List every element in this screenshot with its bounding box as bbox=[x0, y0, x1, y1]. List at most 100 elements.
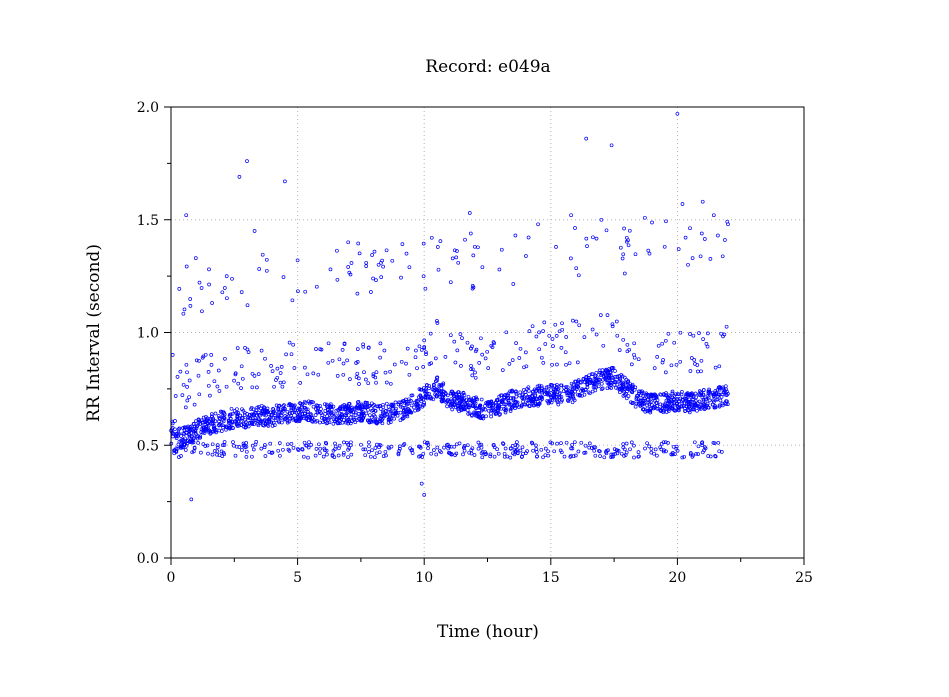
data-point bbox=[318, 420, 322, 425]
data-point bbox=[557, 395, 562, 399]
data-point bbox=[364, 377, 368, 382]
data-point bbox=[232, 419, 237, 424]
x-tick-label: 5 bbox=[293, 570, 302, 586]
data-point bbox=[381, 264, 385, 269]
data-point bbox=[394, 411, 398, 416]
data-point bbox=[239, 419, 243, 424]
data-point bbox=[594, 385, 598, 390]
data-point bbox=[604, 228, 609, 233]
data-point bbox=[393, 400, 398, 405]
data-point bbox=[250, 454, 254, 459]
data-point bbox=[330, 358, 335, 363]
x-axis-label: Time (hour) bbox=[437, 622, 539, 642]
data-point bbox=[244, 455, 249, 459]
data-point bbox=[528, 396, 533, 401]
data-point bbox=[452, 444, 457, 449]
data-point bbox=[553, 322, 558, 327]
data-point bbox=[377, 445, 381, 450]
data-point bbox=[374, 278, 378, 282]
data-point bbox=[388, 369, 392, 374]
data-point bbox=[196, 441, 200, 445]
data-point bbox=[587, 445, 592, 450]
data-point bbox=[531, 448, 535, 453]
data-point bbox=[465, 443, 470, 448]
y-tick-label: 1.5 bbox=[137, 213, 159, 229]
data-point bbox=[184, 264, 189, 269]
data-point bbox=[192, 402, 197, 407]
data-point bbox=[368, 413, 372, 418]
x-tick-label: 0 bbox=[167, 570, 176, 586]
data-point bbox=[378, 341, 383, 346]
data-point bbox=[412, 405, 416, 410]
data-point bbox=[174, 449, 178, 453]
data-point bbox=[480, 455, 485, 460]
data-point bbox=[518, 448, 523, 453]
data-point bbox=[371, 372, 376, 376]
data-point bbox=[713, 365, 718, 370]
data-point bbox=[249, 405, 254, 410]
data-point bbox=[200, 430, 205, 435]
data-point bbox=[483, 407, 488, 412]
data-point bbox=[231, 443, 236, 448]
data-point bbox=[418, 444, 422, 449]
data-point bbox=[571, 318, 575, 323]
data-point bbox=[524, 254, 528, 258]
data-point bbox=[270, 369, 275, 373]
data-point bbox=[245, 159, 249, 163]
data-point bbox=[520, 455, 524, 459]
data-point bbox=[683, 235, 688, 240]
data-point bbox=[294, 410, 299, 415]
data-point bbox=[655, 355, 660, 359]
data-point bbox=[407, 399, 412, 404]
data-point bbox=[422, 402, 427, 407]
data-point bbox=[176, 430, 181, 435]
data-point bbox=[443, 391, 448, 395]
data-point bbox=[624, 239, 629, 244]
data-point bbox=[705, 401, 710, 406]
data-point bbox=[462, 393, 467, 397]
data-point bbox=[515, 444, 520, 448]
data-point bbox=[383, 409, 388, 414]
data-point bbox=[309, 443, 314, 447]
data-point bbox=[680, 397, 685, 402]
data-point bbox=[724, 324, 729, 329]
data-point bbox=[319, 407, 323, 411]
data-point bbox=[475, 414, 479, 418]
data-point bbox=[182, 307, 187, 312]
data-point bbox=[669, 398, 673, 402]
data-point bbox=[700, 199, 705, 204]
data-point bbox=[690, 399, 694, 404]
data-point bbox=[225, 296, 229, 301]
data-point bbox=[488, 401, 493, 405]
data-point bbox=[325, 407, 330, 412]
data-point bbox=[385, 412, 390, 417]
data-point bbox=[572, 440, 577, 445]
data-point bbox=[570, 385, 575, 390]
data-point bbox=[282, 417, 287, 422]
data-point bbox=[456, 401, 461, 406]
data-point bbox=[212, 449, 217, 453]
data-point bbox=[287, 449, 292, 453]
data-point bbox=[648, 410, 653, 415]
data-point bbox=[335, 421, 340, 426]
data-point bbox=[381, 454, 386, 458]
data-point bbox=[454, 442, 459, 447]
data-point bbox=[491, 403, 496, 408]
data-point bbox=[592, 448, 597, 453]
data-point bbox=[546, 449, 550, 454]
data-point bbox=[283, 414, 288, 418]
data-point bbox=[398, 402, 403, 407]
data-point bbox=[274, 403, 279, 408]
data-point bbox=[278, 371, 283, 375]
data-point bbox=[636, 357, 641, 362]
data-point bbox=[559, 346, 564, 350]
data-point bbox=[404, 412, 409, 416]
data-point bbox=[534, 443, 538, 448]
data-point bbox=[196, 373, 201, 378]
data-point bbox=[552, 393, 557, 397]
data-point bbox=[422, 346, 427, 351]
data-point bbox=[348, 415, 353, 420]
data-point bbox=[201, 415, 206, 420]
data-point bbox=[182, 427, 187, 432]
data-point bbox=[471, 253, 476, 258]
